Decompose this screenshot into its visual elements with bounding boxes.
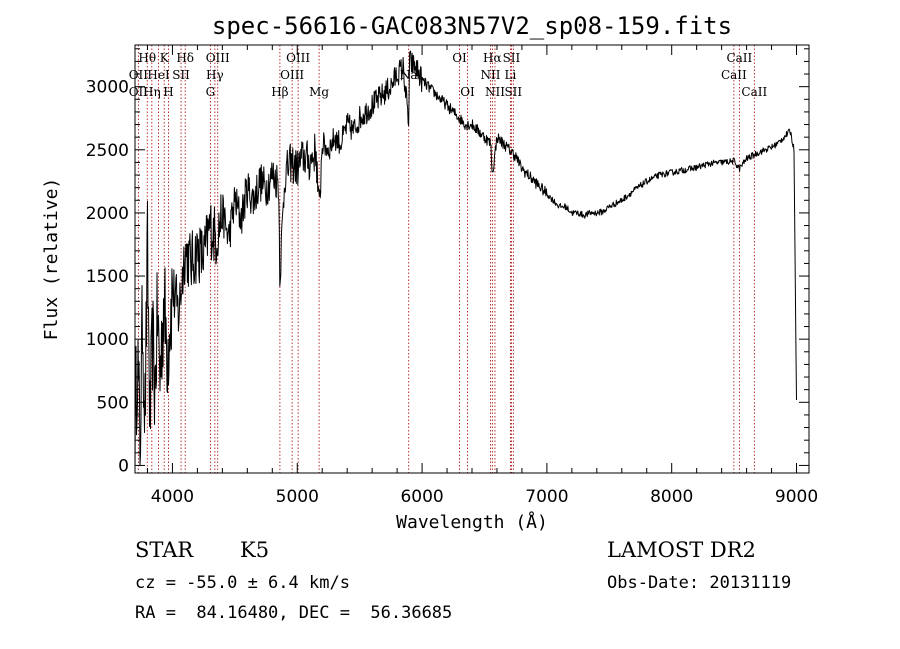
chart-title: spec-56616-GAC083N57V2_sp08-159.fits <box>212 12 732 40</box>
spectral-line-labels: Hθ OII OII K HeI Hη H SII Hδ OIII Hγ G Hβ OIII OIII Mg N… <box>129 51 768 99</box>
line-marker-label: Hγ <box>206 68 224 82</box>
line-marker-label: Hδ <box>176 51 194 65</box>
line-marker-label: OI <box>460 85 475 99</box>
object-subclass: K5 <box>240 538 270 562</box>
y-tick-label: 500 <box>97 393 129 413</box>
x-tick-label: 4000 <box>151 487 194 507</box>
y-tick-label: 0 <box>118 456 129 476</box>
line-marker-label: K <box>160 51 170 65</box>
x-tick-label: 6000 <box>400 487 443 507</box>
line-marker-label: Mg <box>309 85 329 99</box>
line-marker-label: H <box>163 85 173 99</box>
coordinates: RA = 84.16480, DEC = 56.36685 <box>135 603 453 623</box>
spectrum-series-line <box>134 50 797 472</box>
line-marker-label: OII <box>129 68 149 82</box>
observation-date: Obs-Date: 20131119 <box>607 573 792 593</box>
line-marker-label: SII <box>504 85 522 99</box>
line-marker-label: CaII <box>726 51 752 65</box>
y-tick-label: 2500 <box>86 141 129 161</box>
line-marker-label: SII <box>172 68 190 82</box>
line-marker-label: G <box>206 85 216 99</box>
line-marker-label: OIII <box>280 68 304 82</box>
survey-name: LAMOST DR2 <box>607 538 756 562</box>
y-tick-label: 1000 <box>86 330 129 350</box>
x-axis-ticks: 4000 5000 6000 7000 8000 9000 <box>146 45 818 507</box>
line-marker-label: SII <box>503 51 521 65</box>
y-axis-ticks: 0 500 1000 1500 2000 2500 3000 <box>86 48 809 476</box>
line-marker-label: OI <box>452 51 467 65</box>
x-tick-label: 5000 <box>276 487 319 507</box>
redshift-value: cz = -55.0 ± 6.4 km/s <box>135 573 350 593</box>
x-tick-label: 9000 <box>775 487 818 507</box>
line-marker-label: NII <box>480 68 500 82</box>
line-marker-label: NII <box>485 85 505 99</box>
x-axis-label: Wavelength (Å) <box>396 511 548 533</box>
y-tick-label: 2000 <box>86 204 129 224</box>
x-tick-label: 7000 <box>525 487 568 507</box>
line-marker-label: OIII <box>286 51 310 65</box>
y-tick-label: 1500 <box>86 267 129 287</box>
line-marker-label: Hη <box>143 85 161 99</box>
plot-frame <box>134 44 810 474</box>
line-marker-label: Li <box>505 68 517 82</box>
line-marker-label: Hβ <box>271 85 288 99</box>
line-marker-label: CaII <box>741 85 767 99</box>
line-marker-label: Hθ <box>138 51 156 65</box>
line-marker-label: Hα <box>483 51 502 65</box>
x-tick-label: 8000 <box>650 487 693 507</box>
y-tick-label: 3000 <box>86 78 129 98</box>
line-marker-label: OIII <box>206 51 230 65</box>
object-class: STAR <box>135 538 194 562</box>
line-marker-label: HeI <box>147 68 170 82</box>
y-axis-label: Flux (relative) <box>41 178 62 341</box>
line-marker-label: CaII <box>721 68 747 82</box>
line-marker-label: OII <box>129 85 149 99</box>
series-layer <box>134 50 797 472</box>
spectral-line-markers <box>137 45 755 473</box>
